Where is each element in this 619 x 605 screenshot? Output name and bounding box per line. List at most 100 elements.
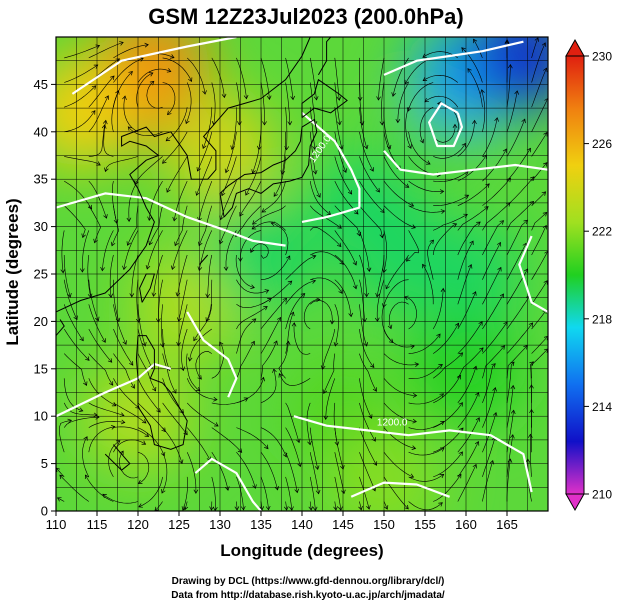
streamline-arrowhead [119, 450, 124, 456]
contour-line [56, 192, 286, 247]
streamline-arrowhead [205, 317, 210, 322]
streamline-arrowhead [218, 239, 224, 245]
streamline [63, 328, 90, 361]
streamline-arrowhead [59, 474, 64, 480]
streamline-arrowhead [484, 206, 489, 211]
contour-line [186, 311, 238, 398]
streamline [457, 347, 484, 379]
streamline [236, 427, 269, 449]
streamline-arrowhead [185, 119, 190, 125]
x-tick-label: 115 [87, 517, 108, 532]
streamline-arrowhead [178, 459, 184, 465]
streamline-arrowhead [110, 75, 115, 81]
streamline-arrowhead [359, 121, 365, 126]
colorbar-tick-label: 210 [592, 488, 612, 502]
streamline-arrowhead [541, 191, 547, 196]
streamline [359, 402, 376, 442]
streamline-arrowhead [273, 192, 278, 197]
streamline [134, 156, 163, 185]
streamline-arrowhead [404, 183, 410, 188]
coastlines [56, 37, 348, 471]
streamline-arrowhead [341, 489, 346, 495]
streamline [531, 225, 547, 256]
streamline [186, 57, 206, 95]
streamline-arrowhead [478, 321, 483, 326]
streamline [334, 230, 357, 266]
streamline [376, 279, 385, 322]
streamline-arrowhead [439, 189, 445, 194]
streamline [531, 251, 548, 280]
streamline-arrowhead [530, 176, 535, 181]
x-tick-label: 165 [496, 517, 518, 532]
streamline [506, 268, 528, 305]
streamline-arrowhead [506, 177, 511, 183]
streamline [506, 322, 533, 354]
streamline [177, 304, 188, 346]
streamline [181, 328, 188, 371]
colorbar-lower-arrow [565, 493, 585, 512]
streamline [383, 107, 391, 149]
streamline-arrowhead [440, 421, 445, 426]
streamline [162, 427, 183, 464]
streamline [433, 474, 462, 502]
streamline [239, 180, 262, 217]
streamline [325, 378, 336, 420]
y-tick-label: 25 [34, 267, 48, 282]
streamline-arrowhead [264, 289, 270, 294]
streamline [59, 420, 72, 453]
coastline [317, 37, 332, 76]
coastline [104, 444, 131, 471]
coastline [56, 37, 311, 313]
streamline [64, 64, 98, 83]
streamline [422, 74, 458, 83]
streamline [189, 328, 212, 362]
streamline-arrowhead [104, 167, 109, 173]
colorbar-ticks: 210 214 218 222 226 230 [584, 50, 612, 502]
streamline [113, 426, 149, 437]
streamline-arrowhead [329, 320, 335, 325]
streamline [211, 57, 225, 98]
coastline [135, 335, 188, 450]
streamline [235, 205, 262, 237]
streamline-arrowhead [380, 208, 385, 214]
streamline [102, 493, 139, 504]
streamline [146, 230, 163, 270]
y-tick-label: 10 [34, 409, 48, 424]
streamline-arrowhead [338, 506, 343, 511]
streamline [236, 501, 238, 511]
streamline [281, 131, 286, 175]
streamline [161, 452, 168, 494]
streamline [88, 124, 105, 157]
streamline-arrowhead [372, 461, 378, 466]
streamline [64, 110, 96, 133]
streamline-arrowhead [261, 208, 267, 213]
streamline-arrowhead [252, 484, 257, 489]
streamline [467, 68, 483, 108]
streamline-arrowhead [543, 67, 548, 73]
streamline-arrowhead [180, 366, 185, 372]
streamline [186, 427, 211, 461]
streamline-arrowhead [479, 347, 484, 352]
x-axis: 110 115 120 125 130 135 140 145 150 155 160 165 [46, 511, 518, 532]
streamline-arrowhead [333, 342, 339, 347]
streamline [457, 441, 479, 478]
streamline-arrowhead [134, 180, 139, 185]
streamline-arrowhead [412, 418, 417, 424]
streamline [162, 82, 176, 115]
streamline-arrowhead [137, 479, 143, 484]
streamline [285, 311, 294, 354]
streamline-arrowhead [93, 412, 98, 418]
streamline-arrowhead [213, 396, 218, 402]
streamline-arrowhead [250, 340, 255, 346]
streamline [197, 131, 213, 172]
streamline [88, 95, 109, 132]
streamline-arrowhead [407, 144, 412, 149]
streamline [240, 230, 262, 262]
streamline [182, 476, 188, 511]
streamline [236, 57, 247, 99]
streamline-arrowhead [91, 85, 97, 90]
streamline [381, 82, 385, 125]
streamline [260, 280, 292, 305]
streamline-arrowhead [259, 506, 265, 511]
streamline-arrowhead [504, 39, 510, 44]
